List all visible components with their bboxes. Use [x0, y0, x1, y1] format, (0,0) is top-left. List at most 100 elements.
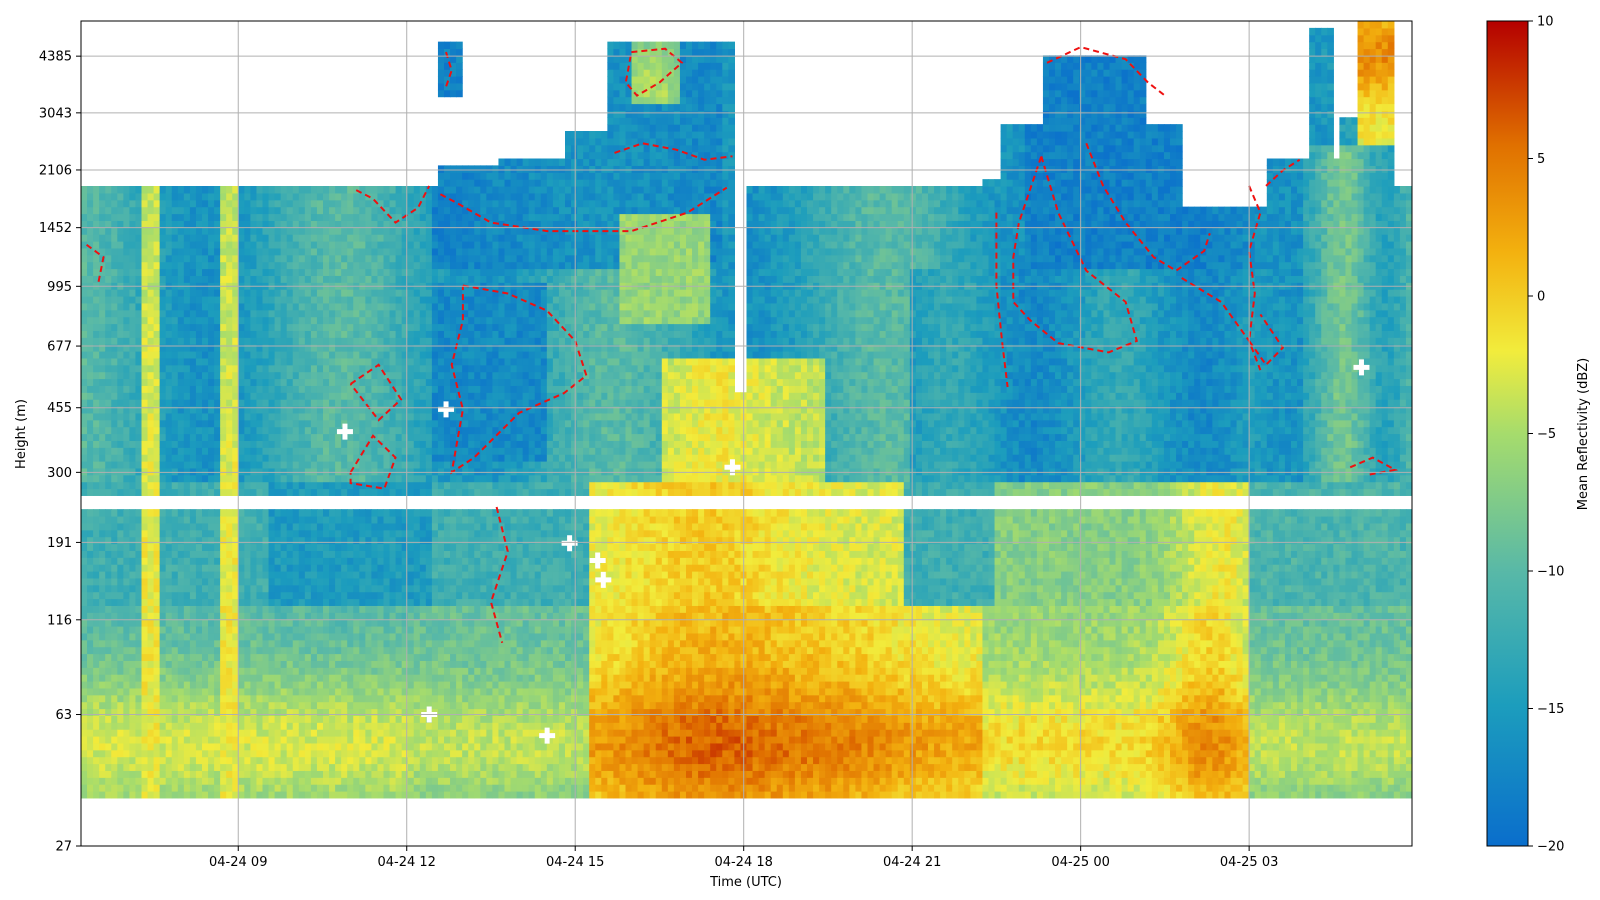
heatmap-cell — [87, 261, 94, 270]
heatmap-cell — [195, 770, 203, 778]
heatmap-cell — [99, 536, 106, 545]
heatmap-cell — [280, 660, 288, 668]
heatmap-cell — [329, 509, 336, 517]
heatmap-cell — [419, 557, 427, 565]
heatmap-cell — [341, 557, 348, 565]
heatmap-cell — [238, 316, 245, 325]
heatmap-cell — [232, 584, 239, 593]
heatmap-cell — [183, 433, 191, 441]
heatmap-cell — [159, 220, 167, 228]
heatmap-cell — [99, 213, 106, 221]
heatmap-cell — [425, 577, 433, 586]
heatmap-cell — [413, 564, 421, 572]
heatmap-cell — [232, 701, 239, 710]
heatmap-cell — [304, 247, 312, 256]
heatmap-cell — [371, 440, 379, 448]
heatmap-cell — [141, 440, 149, 448]
heatmap-cell — [232, 426, 239, 435]
heatmap-cell — [195, 371, 203, 380]
heatmap-cell — [111, 474, 118, 483]
heatmap-cell — [298, 447, 306, 455]
heatmap-cell — [208, 619, 215, 627]
heatmap-cell — [135, 639, 143, 648]
heatmap-cell — [329, 577, 336, 586]
heatmap-cell — [298, 406, 306, 414]
heatmap-cell — [111, 687, 118, 696]
heatmap-cell — [341, 674, 348, 682]
heatmap-cell — [87, 316, 94, 325]
heatmap-cell — [189, 447, 197, 455]
heatmap-cell — [262, 186, 270, 194]
heatmap-cell — [359, 296, 366, 304]
heatmap-cell — [268, 742, 276, 751]
heatmap-cell — [310, 213, 318, 221]
heatmap-cell — [99, 529, 106, 538]
heatmap-cell — [214, 791, 221, 799]
heatmap-cell — [135, 646, 143, 655]
heatmap-cell — [159, 509, 167, 517]
heatmap-cell — [195, 419, 203, 428]
heatmap-cell — [425, 749, 433, 758]
heatmap-cell — [93, 701, 100, 710]
heatmap-cell — [220, 364, 227, 373]
heatmap-cell — [280, 598, 288, 606]
heatmap-cell — [238, 577, 245, 586]
heatmap-cell — [93, 591, 100, 600]
heatmap-cell — [262, 646, 270, 655]
heatmap-cell — [401, 536, 409, 545]
heatmap-cell — [214, 722, 221, 730]
heatmap-cell — [286, 777, 294, 785]
heatmap-cell — [99, 522, 106, 531]
heatmap-cell — [214, 550, 221, 558]
heatmap-cell — [329, 371, 336, 380]
heatmap-cell — [117, 309, 124, 318]
heatmap-cell — [214, 584, 221, 593]
heatmap-cell — [195, 701, 203, 710]
heatmap-cell — [105, 571, 112, 579]
heatmap-cell — [335, 694, 342, 703]
heatmap-cell — [129, 605, 137, 613]
heatmap-cell — [395, 330, 403, 338]
heatmap-cell — [189, 261, 197, 270]
heatmap-cell — [250, 220, 258, 228]
heatmap-cell — [383, 344, 391, 352]
heatmap-cell — [135, 412, 143, 421]
heatmap-cell — [117, 467, 124, 476]
heatmap-cell — [105, 192, 112, 201]
heatmap-cell — [81, 591, 88, 600]
heatmap-cell — [250, 412, 258, 421]
heatmap-cell — [250, 571, 258, 579]
heatmap-cell — [274, 309, 282, 318]
heatmap-cell — [147, 474, 155, 483]
heatmap-cell — [232, 234, 239, 242]
heatmap-cell — [177, 337, 185, 345]
heatmap-cell — [171, 516, 179, 524]
heatmap-cell — [262, 406, 270, 414]
heatmap-cell — [280, 371, 288, 380]
heatmap-cell — [359, 440, 366, 448]
heatmap-cell — [329, 309, 336, 318]
heatmap-cell — [413, 419, 421, 428]
heatmap-cell — [250, 756, 258, 765]
heatmap-cell — [274, 598, 282, 606]
heatmap-cell — [365, 419, 372, 428]
heatmap-cell — [413, 488, 421, 496]
heatmap-cell — [323, 722, 330, 730]
heatmap-cell — [81, 268, 88, 276]
heatmap-cell — [389, 763, 397, 771]
heatmap-cell — [153, 447, 161, 455]
heatmap-cell — [183, 344, 191, 352]
heatmap-cell — [413, 626, 421, 634]
heatmap-cell — [401, 433, 409, 441]
heatmap-cell — [329, 736, 336, 744]
heatmap-cell — [377, 371, 385, 380]
heatmap-cell — [177, 199, 185, 208]
heatmap-cell — [323, 516, 330, 524]
heatmap-cell — [353, 557, 360, 565]
heatmap-cell — [141, 433, 149, 441]
heatmap-cell — [359, 419, 366, 428]
heatmap-cell — [389, 227, 397, 235]
heatmap-cell — [226, 227, 233, 235]
heatmap-cell — [359, 199, 366, 208]
heatmap-cell — [304, 509, 312, 517]
